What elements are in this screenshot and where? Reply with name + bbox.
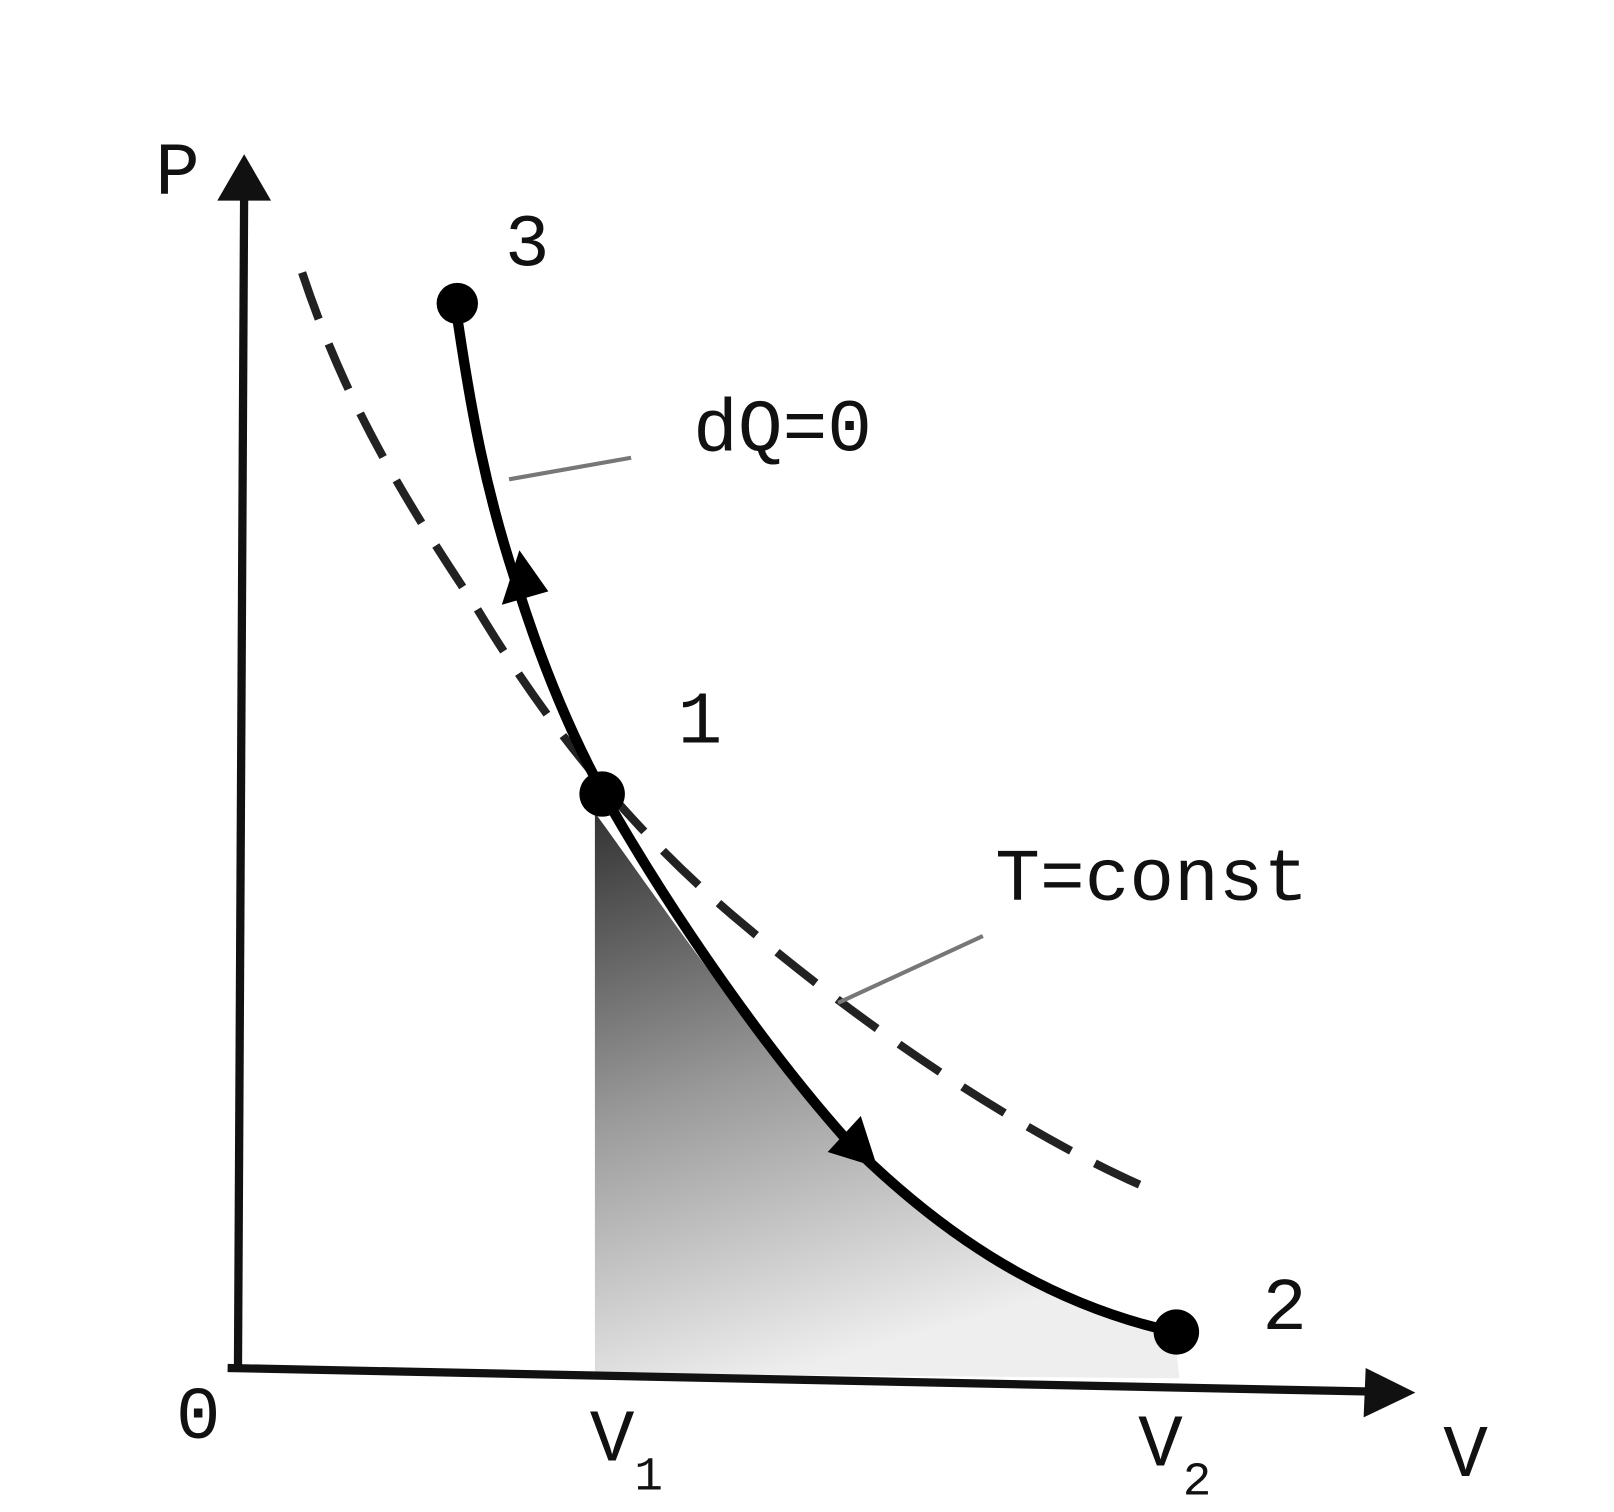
point-label: 1 — [678, 682, 723, 766]
adiabatic-label: dQ=0 — [693, 390, 872, 474]
x-axis-arrow — [1363, 1368, 1416, 1418]
y-axis — [233, 185, 249, 1371]
direction-arrow — [827, 1116, 878, 1168]
origin-label: 0 — [176, 1377, 221, 1461]
state-point — [436, 282, 478, 324]
leader-line — [837, 934, 984, 1005]
work-area — [594, 812, 1180, 1379]
point-label: 3 — [505, 205, 550, 289]
point-label: 2 — [1262, 1268, 1307, 1352]
isotherm-label: T=const — [995, 839, 1308, 923]
v1-label: V1 — [590, 1400, 663, 1505]
v2-main: V — [1138, 1405, 1183, 1489]
v2-label: V2 — [1138, 1405, 1211, 1510]
state-point — [1153, 1309, 1200, 1355]
state-point — [579, 771, 625, 817]
isotherm-curve — [298, 271, 1166, 1199]
y-axis-arrow — [217, 154, 272, 201]
direction-arrow — [501, 550, 549, 605]
v1-subscript: 1 — [634, 1450, 663, 1504]
y-axis-label: P — [155, 133, 200, 217]
v1-main: V — [590, 1400, 635, 1484]
x-axis-label: V — [1443, 1415, 1488, 1499]
leader-line — [508, 455, 632, 482]
process-curve — [450, 302, 1176, 1338]
v2-subscript: 2 — [1183, 1456, 1212, 1510]
x-axis — [227, 1363, 1377, 1396]
